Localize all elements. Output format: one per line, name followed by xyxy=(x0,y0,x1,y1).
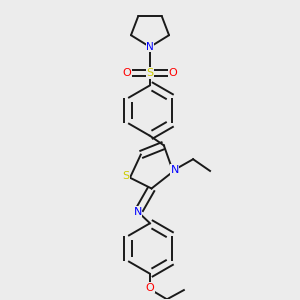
Text: N: N xyxy=(134,207,142,217)
Text: N: N xyxy=(146,42,154,52)
Text: S: S xyxy=(146,68,154,78)
Text: O: O xyxy=(122,68,131,78)
Text: O: O xyxy=(146,283,154,292)
Text: O: O xyxy=(169,68,178,78)
Text: S: S xyxy=(123,171,130,181)
Text: N: N xyxy=(170,165,179,175)
